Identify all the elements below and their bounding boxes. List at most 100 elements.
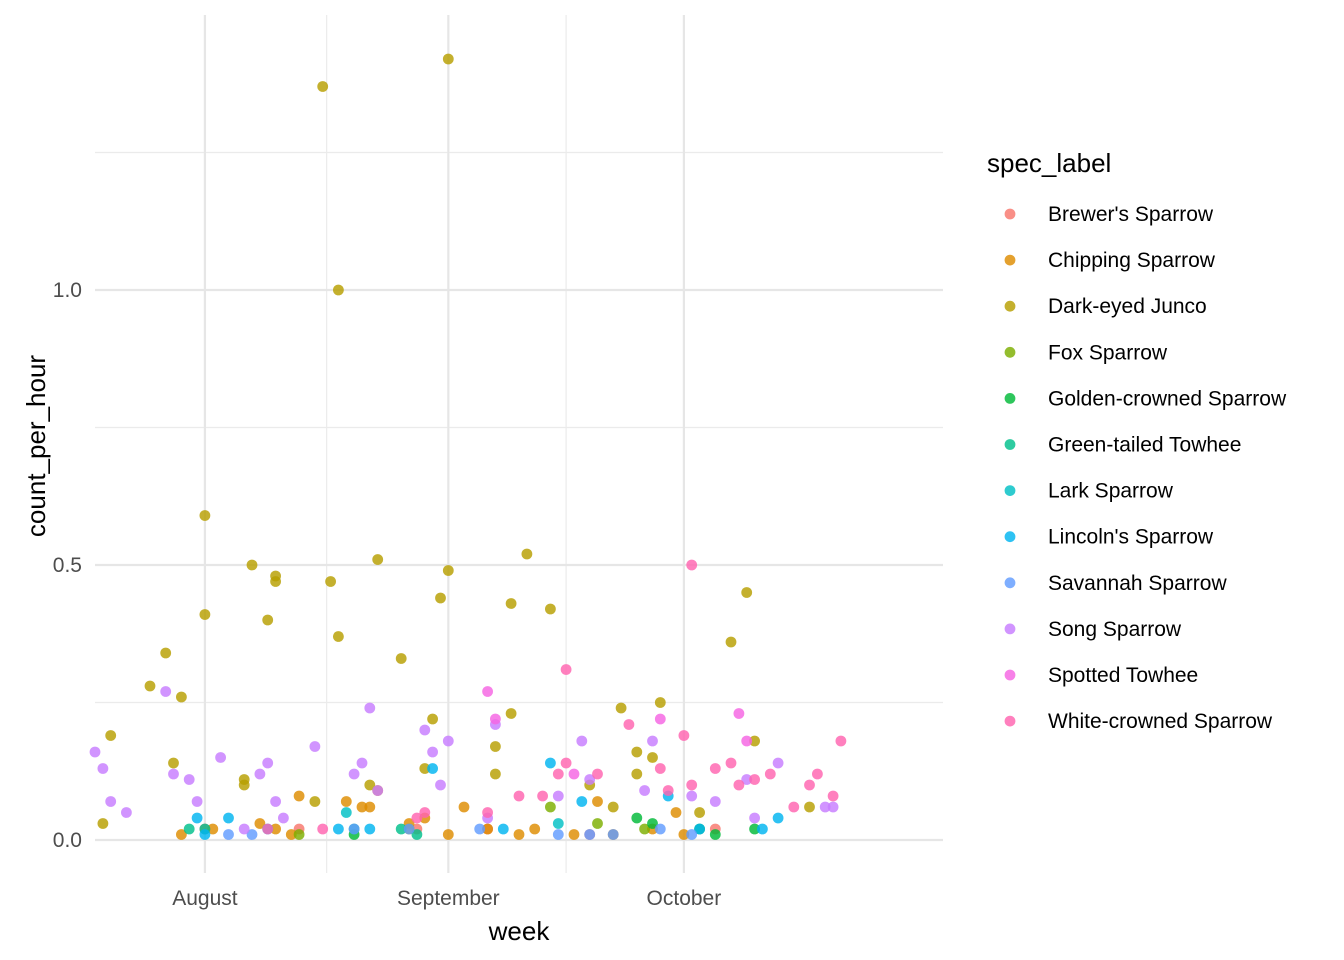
- point-spotted-towhee: [568, 768, 580, 780]
- legend-key-chipping-sparrow: [1004, 254, 1016, 266]
- point-white-crowned-sparrow: [662, 785, 674, 796]
- point-lark-sparrow: [340, 807, 352, 818]
- point-lincoln-s-sparrow: [694, 823, 705, 835]
- point-golden-crowned-sparrow: [647, 818, 658, 829]
- point-song-sparrow: [686, 790, 698, 802]
- point-dark-eyed-junco: [168, 757, 179, 769]
- point-chipping-sparrow: [285, 829, 297, 840]
- point-fox-sparrow: [545, 801, 556, 813]
- legend-label-green-tailed-towhee: Green-tailed Towhee: [1048, 434, 1241, 457]
- point-dark-eyed-junco: [505, 598, 517, 609]
- point-dark-eyed-junco: [490, 768, 501, 780]
- point-chipping-sparrow: [254, 818, 266, 829]
- point-dark-eyed-junco: [270, 570, 281, 582]
- point-dark-eyed-junco: [364, 779, 376, 791]
- point-dark-eyed-junco: [741, 587, 753, 598]
- y-axis-title: count_per_hour: [21, 355, 51, 537]
- point-dark-eyed-junco: [615, 702, 627, 714]
- legend-key-green-tailed-towhee: [1004, 439, 1016, 450]
- x-axis-title: week: [488, 916, 551, 946]
- point-white-crowned-sparrow: [623, 719, 635, 730]
- legend-label-lincoln-s-sparrow: Lincoln's Sparrow: [1048, 526, 1214, 549]
- point-song-sparrow: [419, 724, 431, 736]
- point-white-crowned-sparrow: [764, 768, 776, 780]
- point-song-sparrow: [552, 790, 564, 802]
- point-white-crowned-sparrow: [537, 790, 548, 802]
- point-lincoln-s-sparrow: [364, 823, 376, 835]
- point-song-sparrow: [183, 774, 195, 785]
- point-dark-eyed-junco: [419, 763, 431, 774]
- point-dark-eyed-junco: [694, 807, 705, 818]
- point-song-sparrow: [372, 785, 384, 796]
- legend-key-white-crowned-sparrow: [1004, 715, 1016, 727]
- point-song-sparrow: [278, 812, 289, 824]
- point-lincoln-s-sparrow: [427, 763, 438, 774]
- point-savannah-sparrow: [403, 823, 415, 835]
- point-savannah-sparrow: [223, 829, 234, 840]
- point-savannah-sparrow: [654, 823, 666, 835]
- point-dark-eyed-junco: [372, 554, 384, 565]
- point-dark-eyed-junco: [442, 565, 454, 576]
- point-spotted-towhee: [741, 735, 753, 747]
- legend-label-savannah-sparrow: Savannah Sparrow: [1048, 572, 1227, 595]
- point-golden-crowned-sparrow: [749, 823, 760, 835]
- legend-key-song-sparrow: [1004, 623, 1016, 635]
- point-dark-eyed-junco: [395, 653, 407, 664]
- point-spotted-towhee: [482, 686, 493, 697]
- legend-label-golden-crowned-sparrow: Golden-crowned Sparrow: [1048, 387, 1287, 410]
- point-dark-eyed-junco: [246, 559, 258, 571]
- point-lincoln-s-sparrow: [757, 823, 768, 835]
- point-white-crowned-sparrow: [749, 774, 760, 785]
- point-chipping-sparrow: [207, 823, 219, 835]
- legend-key-spotted-towhee: [1004, 669, 1016, 681]
- point-dark-eyed-junco: [505, 708, 517, 719]
- point-chipping-sparrow: [529, 823, 541, 835]
- legend-label-spotted-towhee: Spotted Towhee: [1048, 664, 1198, 687]
- y-tick-label: 0.0: [53, 829, 82, 852]
- point-lincoln-s-sparrow: [576, 796, 588, 807]
- legend-label-dark-eyed-junco: Dark-eyed Junco: [1048, 295, 1207, 318]
- point-dark-eyed-junco: [647, 752, 658, 763]
- legend-key-lincoln-s-sparrow: [1004, 531, 1016, 543]
- point-savannah-sparrow: [552, 829, 564, 840]
- point-savannah-sparrow: [246, 829, 258, 840]
- point-white-crowned-sparrow: [317, 823, 329, 835]
- point-chipping-sparrow: [340, 796, 352, 807]
- x-tick-label: August: [172, 887, 238, 910]
- point-white-crowned-sparrow: [709, 763, 721, 774]
- point-green-tailed-towhee: [183, 823, 195, 835]
- point-savannah-sparrow: [348, 823, 360, 835]
- point-savannah-sparrow: [474, 823, 486, 835]
- point-chipping-sparrow: [513, 829, 525, 840]
- point-white-crowned-sparrow: [552, 768, 564, 780]
- point-white-crowned-sparrow: [788, 801, 800, 813]
- point-song-sparrow: [97, 763, 109, 774]
- point-song-sparrow: [647, 735, 658, 747]
- legend-label-fox-sparrow: Fox Sparrow: [1048, 341, 1168, 364]
- point-chipping-sparrow: [270, 823, 281, 835]
- legend-key-fox-sparrow: [1004, 346, 1016, 358]
- point-dark-eyed-junco: [309, 796, 321, 807]
- point-chipping-sparrow: [670, 807, 682, 818]
- point-dark-eyed-junco: [333, 284, 344, 296]
- point-dark-eyed-junco: [199, 510, 211, 521]
- point-song-sparrow: [105, 796, 117, 807]
- point-chipping-sparrow: [568, 829, 580, 840]
- point-white-crowned-sparrow: [804, 779, 815, 791]
- point-song-sparrow: [741, 774, 753, 785]
- point-dark-eyed-junco: [654, 697, 666, 708]
- point-white-crowned-sparrow: [411, 812, 423, 824]
- point-lincoln-s-sparrow: [333, 823, 344, 835]
- legend-label-white-crowned-sparrow: White-crowned Sparrow: [1048, 710, 1273, 733]
- point-song-sparrow: [639, 785, 650, 796]
- point-lincoln-s-sparrow: [772, 812, 784, 824]
- point-song-sparrow: [749, 812, 760, 824]
- point-fox-sparrow: [293, 829, 305, 840]
- point-dark-eyed-junco: [725, 636, 737, 648]
- legend-key-dark-eyed-junco: [1004, 300, 1016, 312]
- point-spotted-towhee: [733, 708, 745, 719]
- point-song-sparrow: [442, 735, 454, 747]
- point-song-sparrow: [772, 757, 784, 769]
- legend-title: spec_label: [987, 148, 1111, 178]
- point-savannah-sparrow: [584, 829, 596, 840]
